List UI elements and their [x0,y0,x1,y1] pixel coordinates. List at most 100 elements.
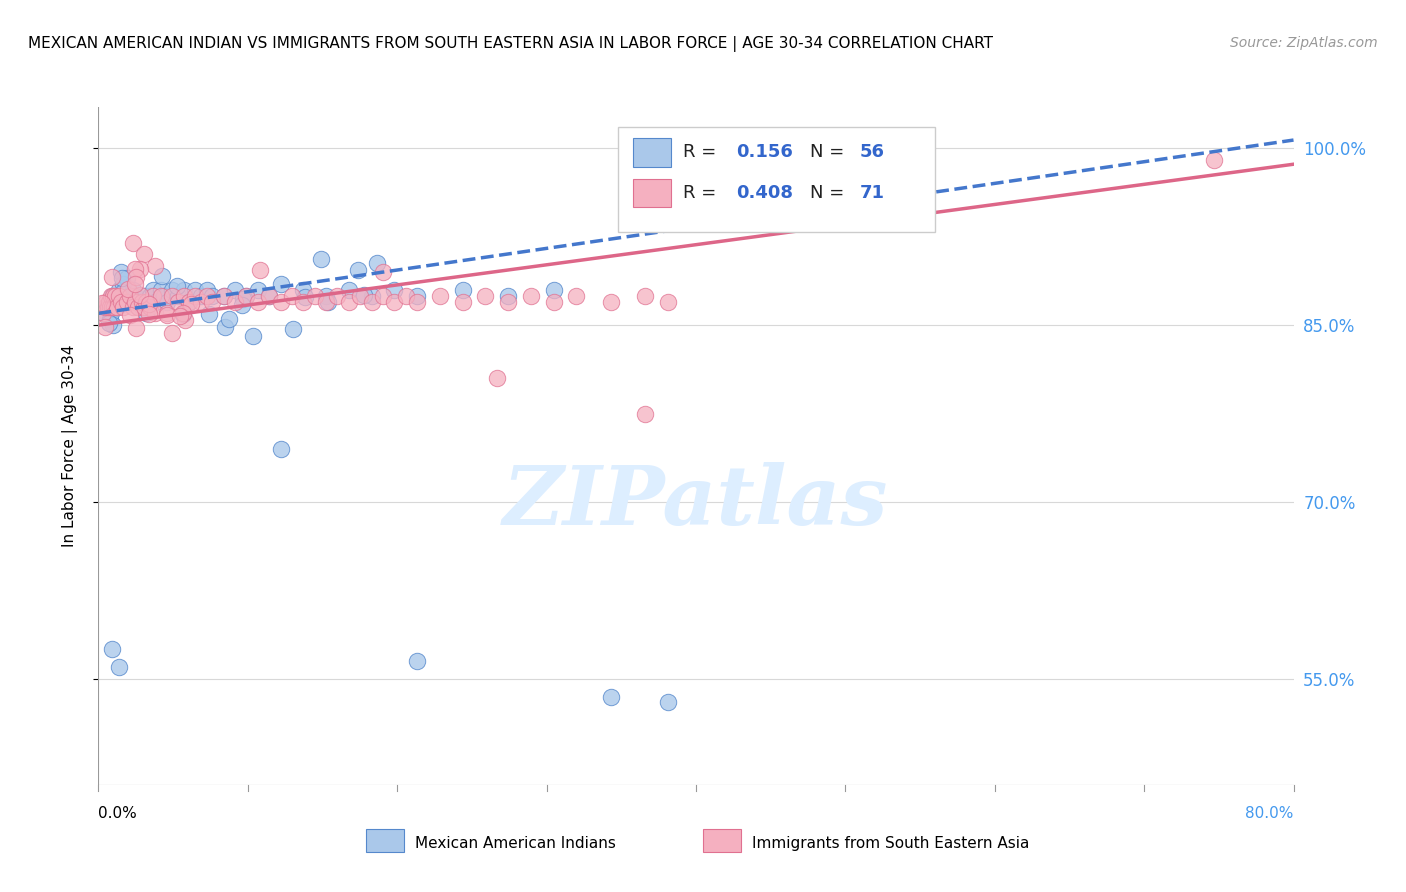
Point [231,297,253,311]
Text: 71: 71 [859,184,884,202]
Point [103,288,125,302]
Point [94,320,117,334]
Point [150,283,173,297]
FancyBboxPatch shape [633,138,671,167]
Point [235,288,257,302]
Point [190,288,212,302]
Point [270,442,292,456]
Point [281,322,304,336]
Point [150,269,173,284]
Point [406,294,429,309]
Text: MEXICAN AMERICAN INDIAN VS IMMIGRANTS FROM SOUTH EASTERN ASIA IN LABOR FORCE | A: MEXICAN AMERICAN INDIAN VS IMMIGRANTS FR… [28,36,993,52]
Point [326,288,349,302]
Point [138,307,160,321]
Point [118,308,141,322]
Point [125,320,148,334]
Point [316,295,339,310]
Text: R =: R = [683,144,721,161]
Point [142,283,165,297]
Point [242,329,264,343]
Point [156,308,179,322]
Text: R =: R = [683,184,721,202]
Point [429,288,451,302]
Point [294,290,316,304]
Point [96,301,118,315]
Point [90,295,112,310]
FancyBboxPatch shape [633,179,671,207]
Point [131,294,153,309]
Point [115,294,138,309]
Text: 80.0%: 80.0% [1246,806,1294,822]
Point [174,313,197,327]
Point [108,283,131,297]
Point [309,252,332,266]
Point [127,294,149,309]
Point [599,690,621,704]
Point [110,294,132,309]
Text: 0.156: 0.156 [737,144,793,161]
Point [337,283,360,297]
Point [131,301,153,315]
Point [349,288,371,302]
Point [124,261,146,276]
Point [337,294,360,309]
Point [96,294,118,309]
Point [100,288,122,302]
Point [120,288,142,302]
Point [270,277,292,291]
Point [156,306,179,320]
Point [270,294,292,309]
Point [104,294,127,309]
Point [520,288,543,302]
Text: N =: N = [810,144,849,161]
Point [198,307,221,321]
Point [135,294,157,309]
Point [115,271,138,285]
Point [103,301,125,315]
Point [212,288,235,302]
Point [100,306,122,320]
Point [91,306,114,320]
Text: 0.0%: 0.0% [98,806,138,822]
Point [162,288,184,302]
Point [169,309,191,323]
Text: 56: 56 [859,144,884,161]
Point [395,288,418,302]
Point [111,271,134,285]
Point [195,283,218,297]
Point [496,294,519,309]
Point [201,294,224,309]
Point [97,294,120,309]
Point [101,269,124,284]
Point [138,301,160,315]
FancyBboxPatch shape [619,128,935,233]
Point [124,277,146,292]
Point [474,288,496,302]
Point [108,660,131,674]
Point [180,296,202,310]
Point [366,256,388,270]
Point [110,265,132,279]
Y-axis label: In Labor Force | Age 30-34: In Labor Force | Age 30-34 [62,344,77,548]
Point [371,265,394,279]
Point [167,294,190,309]
Point [94,301,117,315]
Text: Mexican American Indians: Mexican American Indians [415,837,616,851]
Point [1202,153,1225,167]
Point [153,288,176,302]
Point [132,247,155,261]
Point [257,288,280,302]
Point [120,288,142,302]
Point [371,288,394,302]
Point [212,288,235,302]
Point [235,288,257,302]
Point [101,642,124,657]
Point [98,312,121,326]
Point [224,294,246,309]
Point [112,301,135,315]
Point [103,301,125,315]
Point [657,294,679,309]
Point [156,294,179,309]
Point [172,307,194,321]
Point [104,288,127,302]
